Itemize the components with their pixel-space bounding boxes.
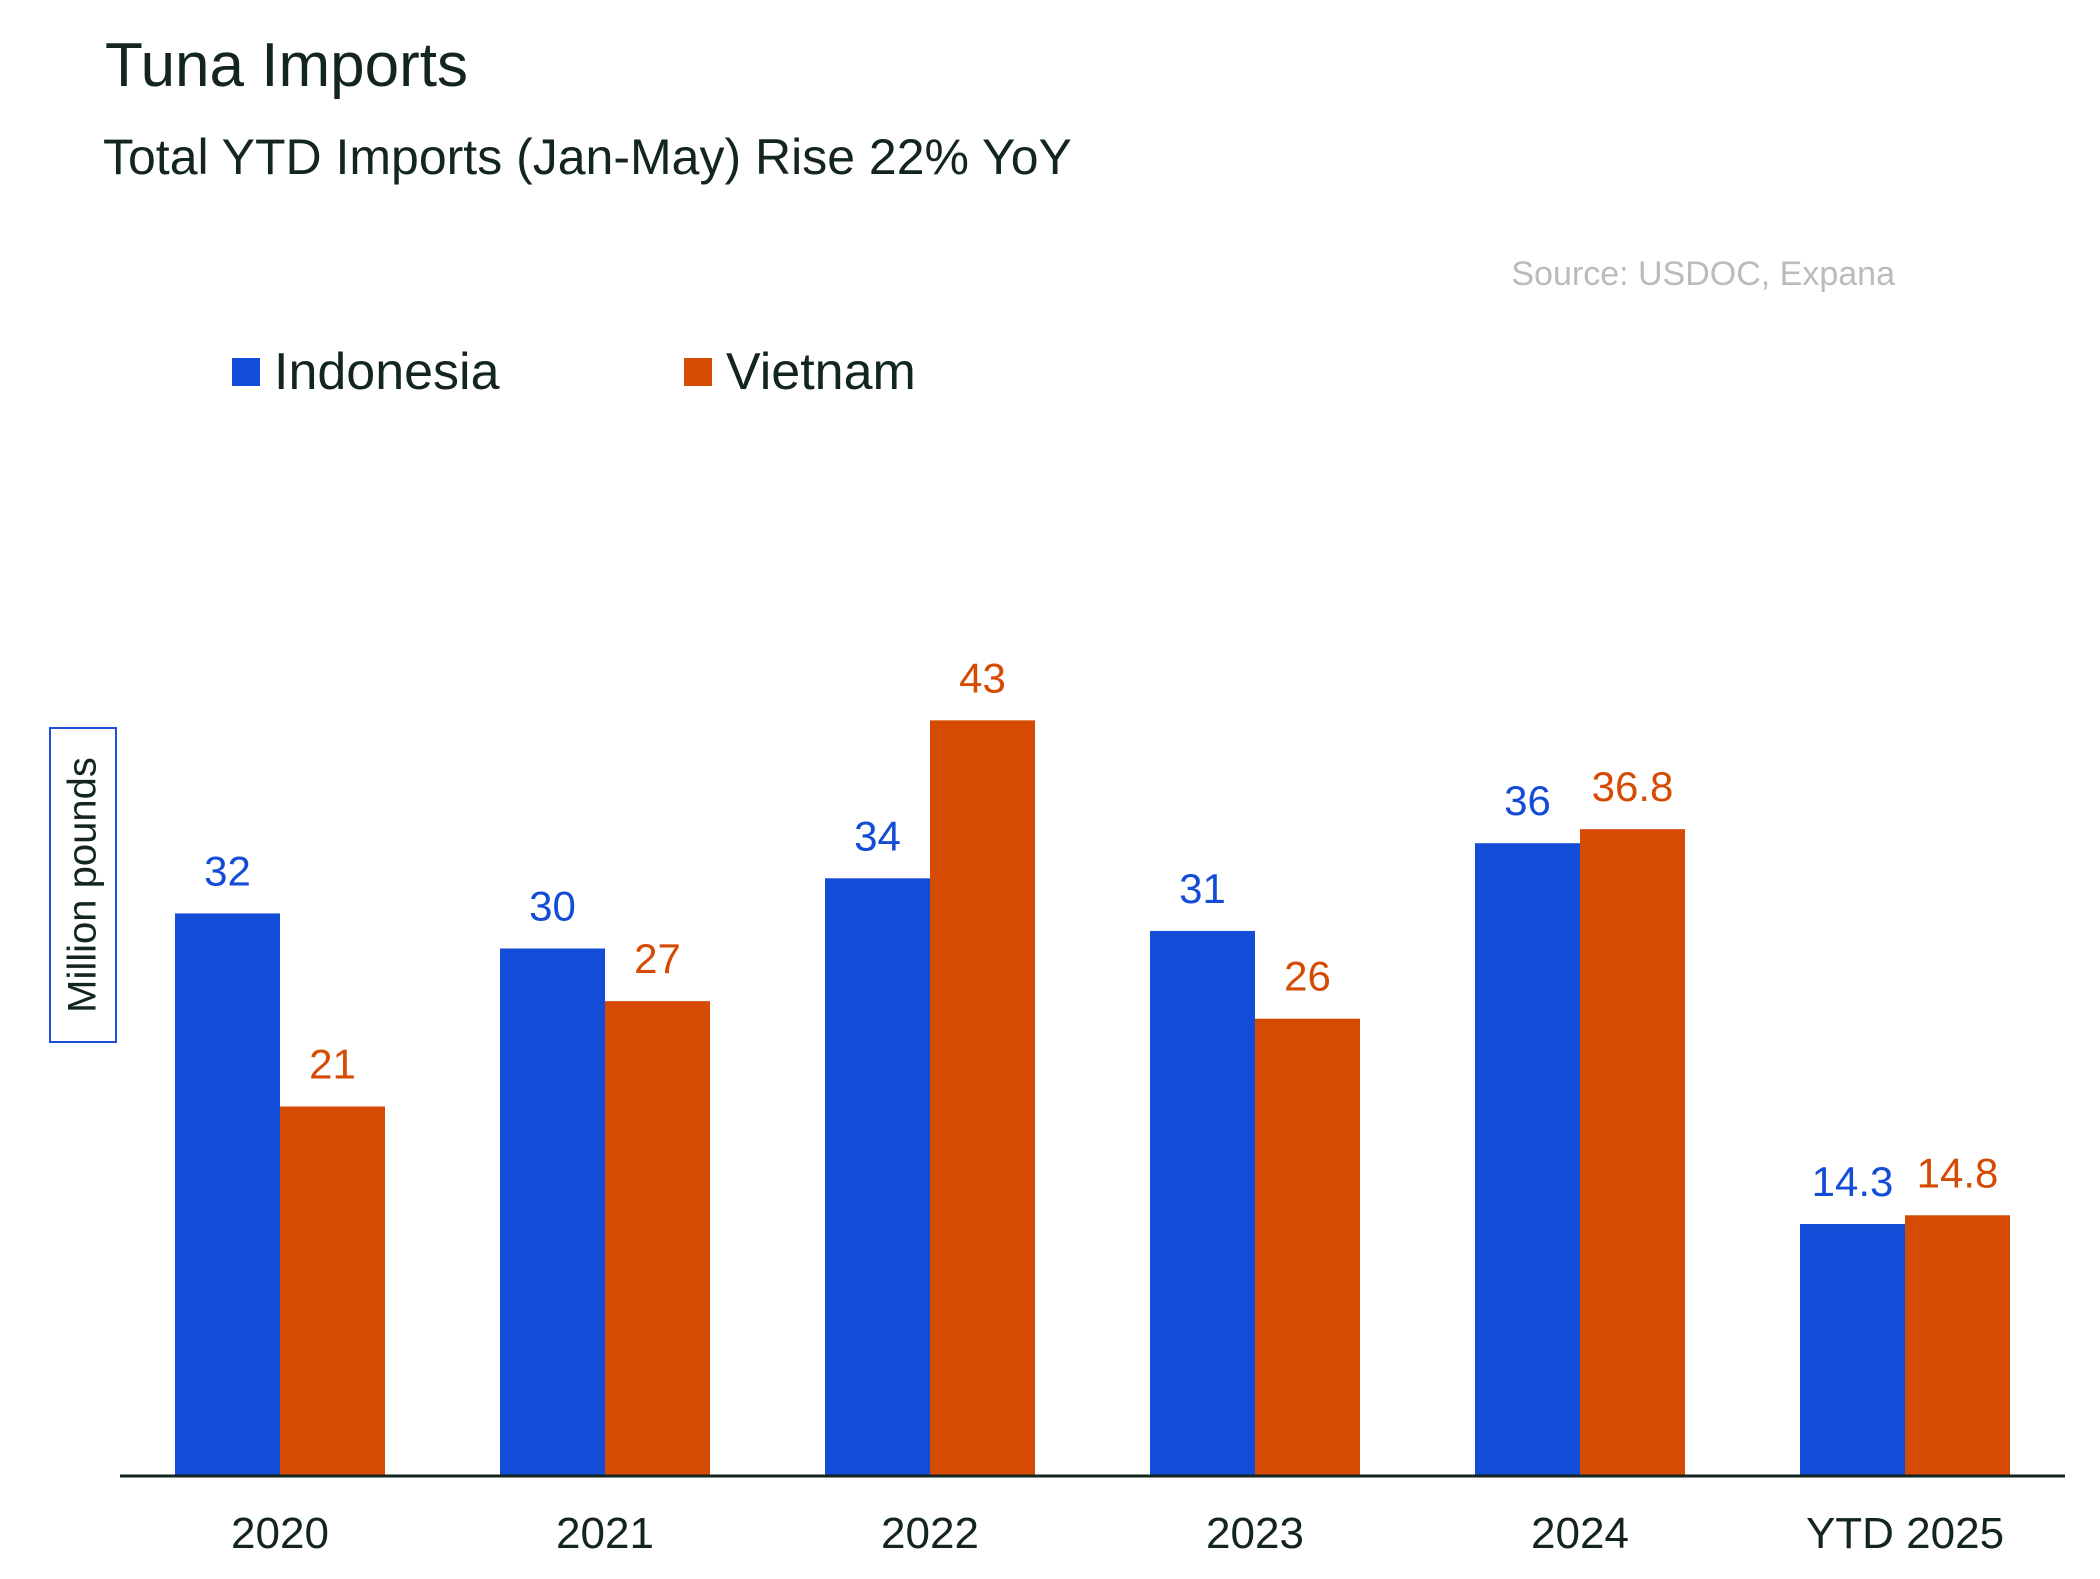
bar-vietnam-2020: [280, 1106, 385, 1475]
legend-swatch-vietnam: [684, 358, 712, 386]
bar-indonesia-2024: [1475, 843, 1580, 1475]
x-tick-label-2020: 2020: [231, 1509, 329, 1558]
x-tick-label-2022: 2022: [881, 1509, 979, 1558]
bar-vietnam-ytd-2025: [1905, 1215, 2010, 1475]
value-label-indonesia-2020: 32: [204, 847, 251, 894]
bar-indonesia-2020: [175, 913, 280, 1475]
chart-subtitle: Total YTD Imports (Jan-May) Rise 22% YoY: [103, 129, 1072, 185]
value-label-vietnam-ytd-2025: 14.8: [1917, 1149, 1999, 1196]
legend-swatch-indonesia: [232, 358, 260, 386]
value-label-vietnam-2024: 36.8: [1592, 763, 1674, 810]
bar-vietnam-2021: [605, 1001, 710, 1475]
legend-item-indonesia: Indonesia: [232, 342, 500, 402]
legend-label-vietnam: Vietnam: [726, 343, 916, 401]
x-tick-label-2023: 2023: [1206, 1509, 1304, 1558]
x-tick-labels-layer: 2020 2021 2022 2023 2024 YTD 2025: [231, 1509, 2004, 1558]
value-label-indonesia-ytd-2025: 14.3: [1812, 1158, 1894, 1205]
bar-vietnam-2023: [1255, 1018, 1360, 1475]
chart-source: Source: USDOC, Expana: [1511, 255, 1895, 293]
value-label-vietnam-2020: 21: [309, 1040, 356, 1087]
bars-layer: [175, 720, 2010, 1475]
value-label-indonesia-2024: 36: [1504, 777, 1551, 824]
chart-title: Tuna Imports: [105, 31, 468, 100]
value-labels-layer: 32 21 30 27 34 43 31 26 36 36.8 14.3 14.8: [204, 654, 1998, 1205]
value-label-indonesia-2022: 34: [854, 812, 901, 859]
bar-indonesia-2022: [825, 878, 930, 1475]
legend-label-indonesia: Indonesia: [274, 343, 500, 401]
value-label-indonesia-2021: 30: [529, 883, 576, 930]
value-label-vietnam-2021: 27: [634, 935, 681, 982]
x-tick-label-ytd-2025: YTD 2025: [1806, 1509, 2004, 1558]
x-tick-label-2024: 2024: [1531, 1509, 1629, 1558]
value-label-indonesia-2023: 31: [1179, 865, 1226, 912]
bar-indonesia-2023: [1150, 930, 1255, 1475]
y-axis-label-box: [49, 727, 117, 1043]
x-tick-label-2021: 2021: [556, 1509, 654, 1558]
bar-vietnam-2024: [1580, 829, 1685, 1475]
legend-item-vietnam: Vietnam: [684, 342, 916, 402]
bar-vietnam-2022: [930, 720, 1035, 1475]
bar-indonesia-ytd-2025: [1800, 1224, 1905, 1475]
bar-indonesia-2021: [500, 948, 605, 1475]
value-label-vietnam-2022: 43: [959, 654, 1006, 701]
value-label-vietnam-2023: 26: [1284, 953, 1331, 1000]
